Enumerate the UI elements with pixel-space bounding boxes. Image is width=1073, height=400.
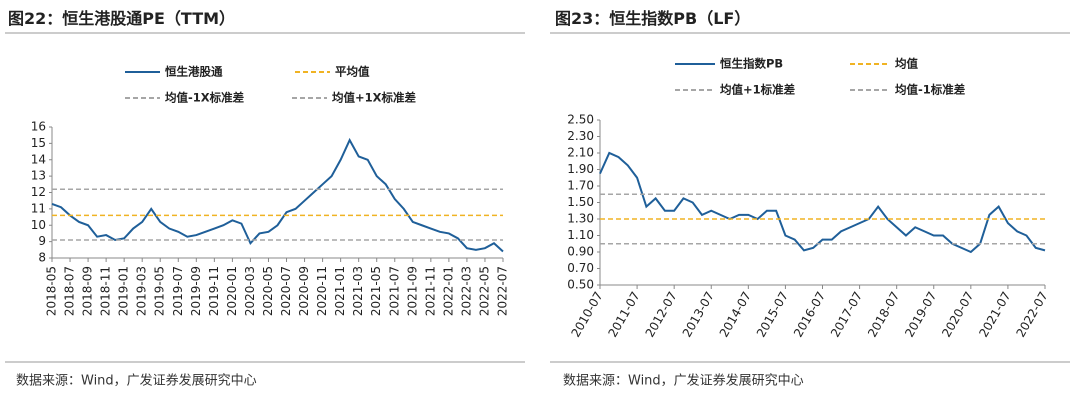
- legend-label: 平均值: [335, 65, 370, 79]
- y-tick-label: 1.10: [567, 228, 594, 242]
- x-tick-label: 2010-07: [568, 289, 605, 339]
- x-tick-label: 2021-07: [976, 289, 1013, 339]
- y-tick-label: 16: [31, 120, 46, 134]
- x-tick-label: 2021-03: [351, 266, 365, 316]
- y-tick-label: 12: [31, 185, 46, 199]
- legend-label: 均值: [895, 57, 918, 71]
- x-tick-label: 2020-07: [279, 266, 293, 316]
- x-tick-label: 2022-07: [1013, 289, 1050, 339]
- legend-label: 均值+1X标准差: [332, 91, 417, 105]
- x-tick-label: 2022-01: [441, 266, 455, 316]
- x-tick-label: 2016-07: [791, 289, 828, 339]
- x-tick-label: 2019-03: [135, 266, 149, 316]
- x-tick-label: 2022-07: [496, 266, 510, 316]
- x-tick-label: 2020-07: [939, 289, 976, 339]
- y-tick-label: 11: [31, 201, 46, 215]
- x-tick-label: 2020-11: [315, 266, 329, 316]
- y-tick-label: 1.30: [567, 212, 594, 226]
- y-tick-label: 1.70: [567, 179, 594, 193]
- y-tick-label: 0.70: [567, 261, 594, 275]
- chart-title: 图22：恒生港股通PE（TTM）: [8, 9, 235, 28]
- y-tick-label: 9: [38, 234, 46, 248]
- x-tick-label: 2021-11: [423, 266, 437, 316]
- x-tick-label: 2019-11: [207, 266, 221, 316]
- x-tick-label: 2022-05: [477, 266, 491, 316]
- y-tick-label: 0.50: [567, 278, 594, 292]
- data-line: [599, 151, 1046, 254]
- x-tick-label: 2020-09: [297, 266, 311, 316]
- y-tick-label: 0.90: [567, 245, 594, 259]
- y-tick-label: 2.10: [567, 146, 594, 160]
- x-tick-label: 2022-03: [459, 266, 473, 316]
- x-tick-label: 2015-07: [754, 289, 791, 339]
- source-note: 数据来源：Wind，广发证券发展研究中心: [563, 373, 804, 389]
- legend-label: 均值-1标准差: [895, 83, 966, 97]
- x-tick-label: 2019-09: [189, 266, 203, 316]
- x-tick-label: 2018-09: [81, 266, 95, 316]
- x-tick-label: 2021-09: [405, 266, 419, 316]
- x-tick-label: 2013-07: [680, 289, 717, 339]
- y-tick-label: 2.50: [567, 113, 594, 127]
- x-tick-label: 2017-07: [828, 289, 865, 339]
- x-tick-label: 2018-05: [45, 266, 59, 316]
- y-tick-label: 15: [31, 136, 46, 150]
- x-tick-label: 2020-05: [261, 266, 275, 316]
- data-line: [51, 137, 504, 253]
- source-note: 数据来源：Wind，广发证券发展研究中心: [16, 373, 257, 389]
- y-tick-label: 10: [31, 218, 46, 232]
- x-tick-label: 2021-07: [387, 266, 401, 316]
- legend-label: 恒生指数PB: [720, 57, 783, 71]
- x-tick-label: 2019-07: [171, 266, 185, 316]
- x-tick-label: 2021-01: [333, 266, 347, 316]
- y-tick-label: 1.50: [567, 195, 594, 209]
- legend-label: 均值+1标准差: [720, 83, 796, 97]
- chart-title: 图23：恒生指数PB（LF）: [555, 9, 750, 28]
- y-tick-label: 14: [31, 152, 46, 166]
- x-tick-label: 2019-01: [117, 266, 131, 316]
- legend-label: 均值-1X标准差: [165, 91, 245, 105]
- x-tick-label: 2021-05: [369, 266, 383, 316]
- x-tick-label: 2019-05: [153, 266, 167, 316]
- x-tick-label: 2011-07: [606, 289, 643, 339]
- y-tick-label: 8: [38, 251, 46, 265]
- x-tick-label: 2018-07: [865, 289, 902, 339]
- x-tick-label: 2012-07: [643, 289, 680, 339]
- y-tick-label: 2.30: [567, 129, 594, 143]
- legend-label: 恒生港股通: [165, 65, 223, 79]
- y-tick-label: 13: [31, 169, 46, 183]
- x-tick-label: 2018-07: [63, 266, 77, 316]
- x-tick-label: 2018-11: [99, 266, 113, 316]
- x-tick-label: 2020-01: [225, 266, 239, 316]
- y-tick-label: 1.90: [567, 162, 594, 176]
- x-tick-label: 2019-07: [902, 289, 939, 339]
- x-tick-label: 2014-07: [717, 289, 754, 339]
- x-tick-label: 2020-03: [243, 266, 257, 316]
